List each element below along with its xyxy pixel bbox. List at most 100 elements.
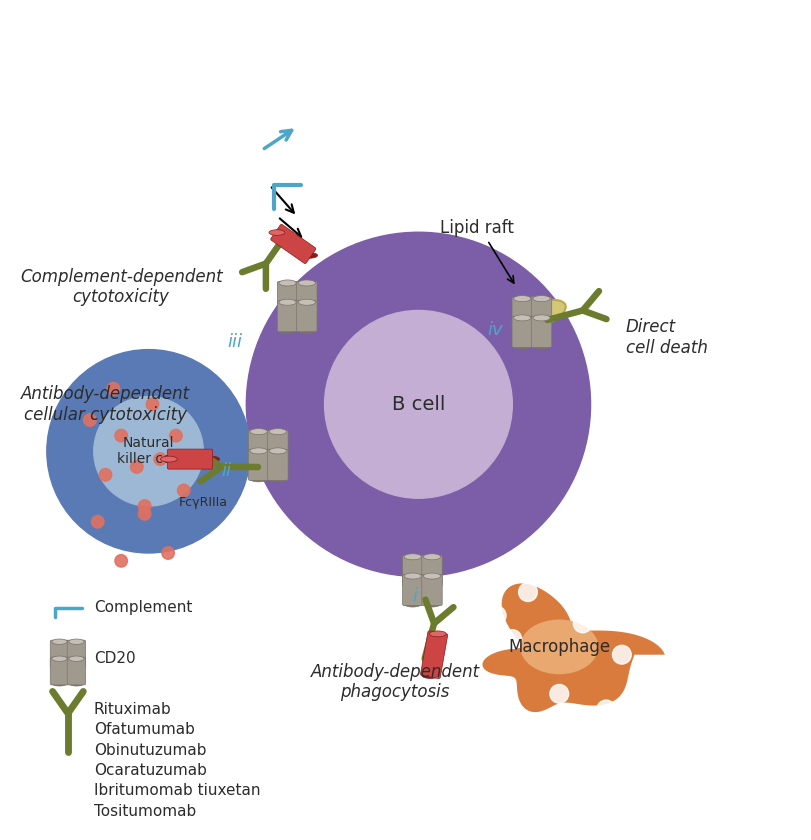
Text: Tositumomab: Tositumomab (94, 804, 196, 819)
Circle shape (503, 630, 521, 648)
Ellipse shape (279, 307, 296, 314)
FancyBboxPatch shape (297, 281, 317, 312)
Ellipse shape (423, 554, 440, 559)
Ellipse shape (250, 456, 268, 463)
Circle shape (518, 583, 538, 601)
Ellipse shape (533, 343, 550, 349)
Ellipse shape (279, 299, 296, 305)
Text: ii: ii (221, 462, 232, 480)
Circle shape (573, 614, 592, 633)
Ellipse shape (513, 296, 531, 302)
Ellipse shape (533, 296, 550, 302)
Circle shape (115, 429, 127, 442)
Ellipse shape (52, 656, 67, 661)
Circle shape (107, 382, 119, 395)
FancyBboxPatch shape (297, 301, 317, 332)
Ellipse shape (423, 601, 440, 607)
Text: i: i (412, 587, 417, 605)
Text: Lipid raft: Lipid raft (440, 219, 514, 238)
Ellipse shape (203, 456, 220, 462)
Text: Obinutuzumab: Obinutuzumab (94, 743, 206, 758)
Text: Antibody-dependent
cellular cytotoxicity: Antibody-dependent cellular cytotoxicity (21, 385, 190, 423)
FancyBboxPatch shape (271, 224, 315, 264)
FancyBboxPatch shape (402, 575, 423, 606)
Text: Complement: Complement (94, 601, 192, 615)
Circle shape (131, 460, 143, 473)
Ellipse shape (269, 456, 286, 463)
Polygon shape (483, 584, 665, 712)
FancyBboxPatch shape (421, 631, 448, 679)
Circle shape (550, 685, 569, 703)
Ellipse shape (298, 327, 315, 333)
Ellipse shape (298, 280, 315, 286)
Circle shape (178, 484, 190, 496)
Circle shape (589, 591, 607, 609)
Ellipse shape (269, 448, 286, 454)
Ellipse shape (269, 229, 285, 235)
Ellipse shape (533, 323, 550, 329)
FancyBboxPatch shape (50, 640, 69, 668)
FancyBboxPatch shape (512, 297, 533, 328)
FancyBboxPatch shape (167, 449, 212, 469)
Ellipse shape (52, 664, 67, 669)
Circle shape (94, 396, 204, 506)
Circle shape (154, 453, 166, 465)
Text: Direct
cell death: Direct cell death (626, 318, 708, 357)
Text: Antibody-dependent
phagocytosis: Antibody-dependent phagocytosis (311, 663, 479, 701)
Circle shape (99, 469, 112, 481)
FancyBboxPatch shape (248, 449, 268, 480)
FancyBboxPatch shape (277, 281, 298, 312)
FancyBboxPatch shape (512, 317, 533, 348)
Ellipse shape (298, 299, 315, 305)
Circle shape (139, 507, 151, 520)
Ellipse shape (404, 601, 422, 607)
FancyBboxPatch shape (268, 430, 288, 461)
Ellipse shape (250, 428, 268, 434)
FancyBboxPatch shape (277, 301, 298, 332)
Circle shape (162, 547, 174, 559)
Ellipse shape (69, 639, 84, 644)
Text: iv: iv (487, 321, 503, 339)
Ellipse shape (250, 448, 268, 454)
Text: iii: iii (227, 333, 242, 351)
Ellipse shape (69, 656, 84, 661)
Ellipse shape (69, 680, 84, 686)
Ellipse shape (52, 639, 67, 644)
Text: CD20: CD20 (94, 651, 135, 666)
Circle shape (84, 414, 97, 426)
Text: Ibritumomab tiuxetan: Ibritumomab tiuxetan (94, 784, 260, 798)
Text: Macrophage: Macrophage (508, 638, 611, 656)
Text: B cell: B cell (392, 395, 445, 414)
Text: Ofatumumab: Ofatumumab (94, 722, 195, 738)
Circle shape (522, 297, 551, 324)
Circle shape (597, 700, 616, 719)
Circle shape (92, 516, 104, 528)
FancyBboxPatch shape (422, 575, 442, 606)
Text: Complement-dependent
cytotoxicity: Complement-dependent cytotoxicity (19, 268, 222, 307)
Ellipse shape (279, 280, 296, 286)
Ellipse shape (520, 619, 599, 675)
Circle shape (487, 606, 506, 625)
Ellipse shape (269, 428, 286, 434)
Circle shape (542, 723, 561, 743)
Ellipse shape (302, 253, 318, 258)
Ellipse shape (279, 327, 296, 333)
FancyBboxPatch shape (531, 297, 551, 328)
Ellipse shape (513, 315, 531, 321)
Ellipse shape (513, 300, 566, 328)
Circle shape (247, 232, 590, 576)
Ellipse shape (52, 680, 67, 686)
Ellipse shape (298, 307, 315, 314)
Ellipse shape (404, 554, 422, 559)
Circle shape (464, 661, 483, 680)
Ellipse shape (429, 631, 446, 637)
Text: Ocaratuzumab: Ocaratuzumab (94, 763, 207, 778)
Ellipse shape (269, 475, 286, 482)
Ellipse shape (161, 456, 178, 462)
FancyBboxPatch shape (248, 430, 268, 461)
Circle shape (518, 305, 538, 323)
FancyBboxPatch shape (67, 640, 86, 668)
Circle shape (47, 349, 251, 553)
FancyBboxPatch shape (422, 555, 442, 586)
Circle shape (146, 398, 159, 411)
